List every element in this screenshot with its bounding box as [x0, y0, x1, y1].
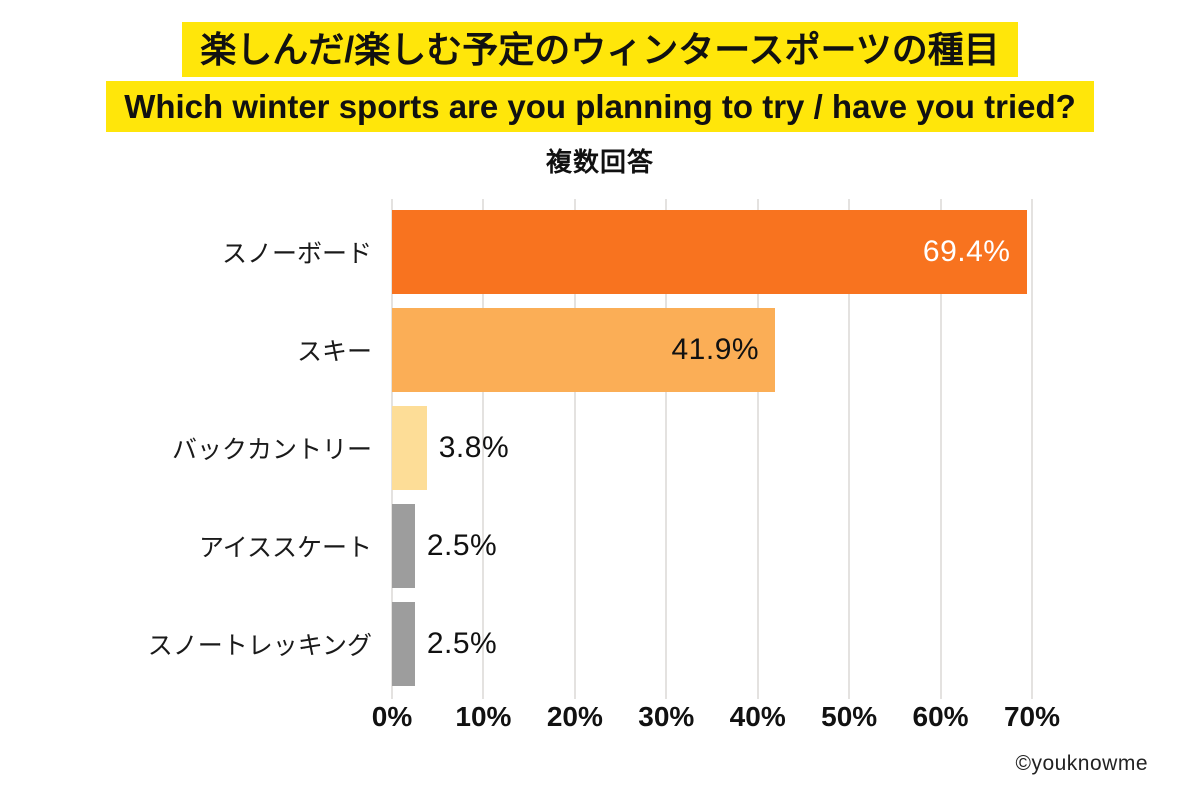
- bar: 69.4%: [392, 210, 1027, 295]
- x-tick-label: 60%: [912, 701, 969, 733]
- bar-chart: スノーボード 69.4% スキー 41.9% バックカントリー 3.8% アイススケート 2.…: [0, 199, 1200, 745]
- title-english: Which winter sports are you planning to …: [106, 81, 1094, 133]
- subtitle-multiple-answers: 複数回答: [545, 147, 654, 178]
- bar-row: スキー 41.9%: [0, 301, 1200, 399]
- value-label: 41.9%: [671, 333, 760, 367]
- bar: [392, 504, 415, 589]
- gridline: [573, 199, 576, 700]
- bar-row: アイススケート 2.5%: [0, 497, 1200, 595]
- x-tick-label: 10%: [455, 701, 512, 733]
- bar-track: 2.5%: [392, 504, 1032, 589]
- category-label: スノートレッキング: [147, 632, 372, 661]
- category-label: スノーボード: [221, 240, 372, 269]
- title-japanese-line: 楽しんだ/楽しむ予定のウィンタースポーツの種目: [0, 22, 1200, 77]
- gridline: [482, 199, 485, 700]
- copyright-credit: ©youknowme: [1015, 752, 1148, 775]
- bar-row: スノートレッキング 2.5%: [0, 595, 1200, 693]
- x-axis: 0% 10% 20% 30% 40% 50% 60% 70%: [372, 701, 1060, 745]
- bar-track: 2.5%: [392, 602, 1032, 687]
- gridline: [665, 199, 668, 700]
- bar-track: 3.8%: [392, 406, 1032, 491]
- gridline: [1031, 199, 1033, 700]
- title-japanese: 楽しんだ/楽しむ予定のウィンタースポーツの種目: [182, 22, 1018, 77]
- bar-track: 69.4%: [392, 210, 1032, 295]
- chart-header: 楽しんだ/楽しむ予定のウィンタースポーツの種目 Which winter spo…: [0, 0, 1200, 179]
- x-tick-label: 30%: [638, 701, 695, 733]
- category-label: スキー: [296, 338, 372, 367]
- value-label: 2.5%: [426, 627, 498, 661]
- value-label: 3.8%: [438, 431, 510, 465]
- x-tick-label: 50%: [821, 701, 878, 733]
- gridline: [848, 199, 851, 700]
- gridline: [939, 199, 942, 700]
- category-label: バックカントリー: [171, 436, 372, 465]
- value-label: 69.4%: [922, 235, 1011, 269]
- bar-row: スノーボード 69.4%: [0, 203, 1200, 301]
- x-tick-label: 20%: [546, 701, 603, 733]
- bar-rows: スノーボード 69.4% スキー 41.9% バックカントリー 3.8% アイススケート 2.…: [0, 199, 1200, 700]
- bar: [392, 406, 427, 491]
- bar: 41.9%: [392, 308, 776, 393]
- category-label: アイススケート: [198, 534, 372, 563]
- x-tick-label: 0%: [371, 701, 413, 733]
- title-english-line: Which winter sports are you planning to …: [0, 81, 1200, 133]
- bar-track: 41.9%: [392, 308, 1032, 393]
- value-label: 2.5%: [426, 529, 498, 563]
- bar-row: バックカントリー 3.8%: [0, 399, 1200, 497]
- gridline: [756, 199, 759, 700]
- x-tick-label: 70%: [1003, 701, 1061, 733]
- bar: [392, 602, 415, 687]
- x-tick-label: 40%: [729, 701, 786, 733]
